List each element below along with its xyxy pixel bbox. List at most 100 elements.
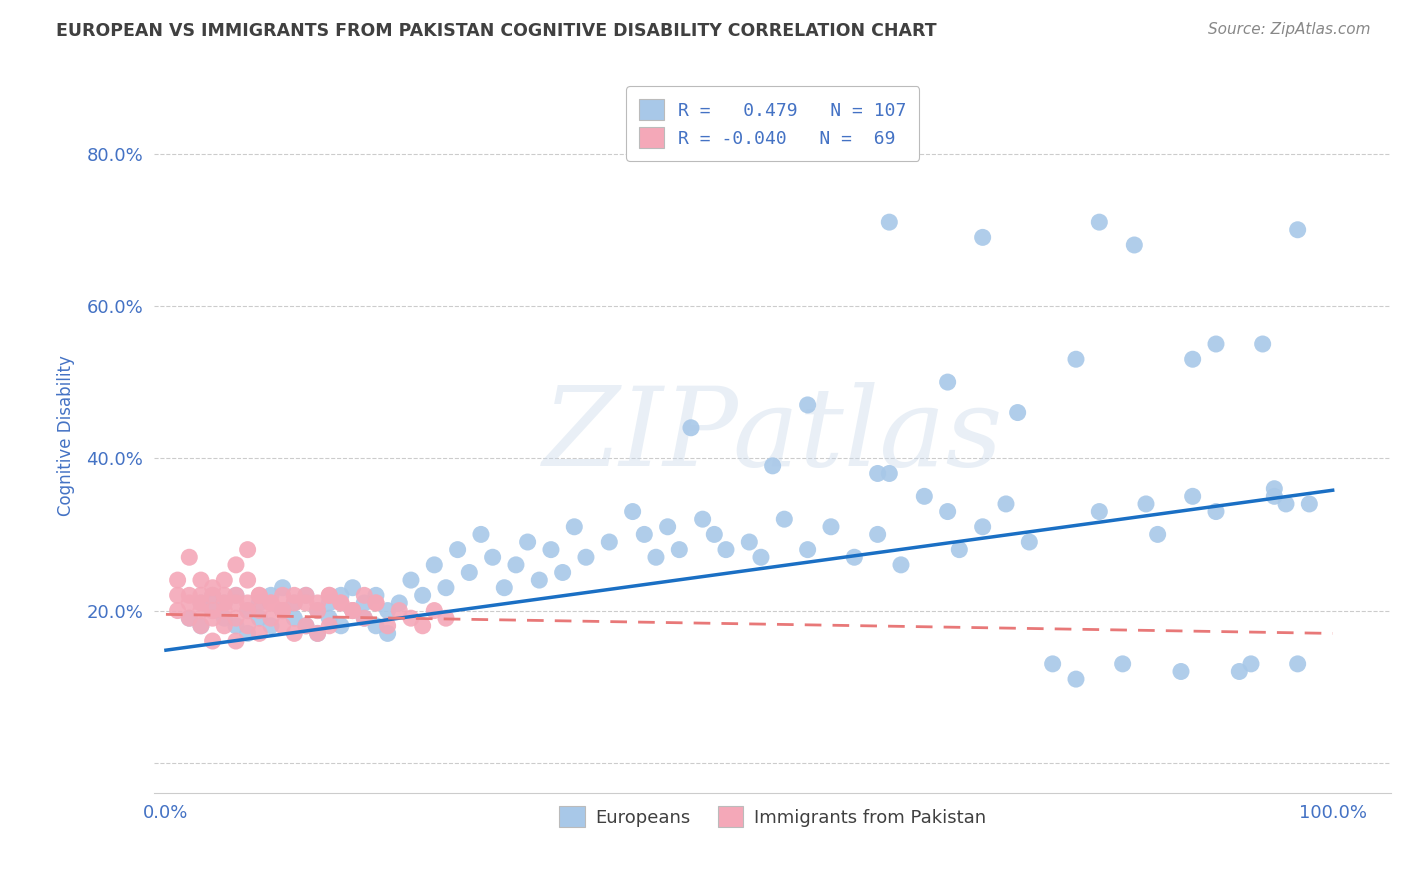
Point (399, 573, 422, 587)
Point (738, 535, 761, 549)
Point (1135, 497, 1157, 511)
Point (388, 603, 411, 617)
Point (575, 550, 598, 565)
Point (214, 573, 236, 587)
Point (201, 611, 224, 625)
Point (505, 558, 527, 572)
Point (1123, 238, 1146, 252)
Point (1205, 504, 1227, 518)
Point (936, 504, 959, 518)
Point (271, 588, 294, 602)
Point (247, 603, 270, 617)
Point (201, 634, 224, 648)
Point (714, 542, 737, 557)
Point (295, 596, 318, 610)
Point (190, 596, 212, 610)
Text: ZIPatlas: ZIPatlas (543, 382, 1002, 489)
Point (329, 588, 352, 602)
Point (166, 588, 188, 602)
Point (190, 596, 212, 610)
Point (1088, 215, 1111, 229)
Point (1088, 504, 1111, 518)
Point (271, 603, 294, 617)
Point (260, 611, 283, 625)
Point (423, 603, 446, 617)
Point (201, 603, 224, 617)
Point (1263, 482, 1285, 496)
Point (377, 619, 399, 633)
Point (260, 619, 283, 633)
Point (271, 581, 294, 595)
Point (621, 504, 644, 518)
Point (214, 611, 236, 625)
Point (1181, 489, 1204, 503)
Point (283, 588, 305, 602)
Point (446, 542, 468, 557)
Point (353, 596, 375, 610)
Point (866, 527, 889, 541)
Point (1286, 657, 1309, 671)
Point (214, 588, 236, 602)
Point (1205, 337, 1227, 351)
Point (260, 596, 283, 610)
Point (236, 626, 259, 640)
Point (318, 611, 340, 625)
Point (179, 611, 201, 625)
Point (342, 581, 364, 595)
Point (318, 588, 340, 602)
Point (295, 588, 318, 602)
Point (796, 398, 818, 412)
Point (307, 626, 329, 640)
Point (1286, 223, 1309, 237)
Point (434, 581, 457, 595)
Point (692, 512, 714, 526)
Point (342, 603, 364, 617)
Point (353, 611, 375, 625)
Point (866, 467, 889, 481)
Point (190, 619, 212, 633)
Point (329, 596, 352, 610)
Point (412, 619, 434, 633)
Point (423, 558, 446, 572)
Point (912, 489, 935, 503)
Point (399, 611, 422, 625)
Point (225, 596, 247, 610)
Point (458, 566, 481, 580)
Point (879, 215, 901, 229)
Point (529, 573, 551, 587)
Point (1275, 497, 1298, 511)
Point (283, 596, 305, 610)
Point (1111, 657, 1133, 671)
Text: EUROPEAN VS IMMIGRANTS FROM PAKISTAN COGNITIVE DISABILITY CORRELATION CHART: EUROPEAN VS IMMIGRANTS FROM PAKISTAN COG… (56, 22, 936, 40)
Point (283, 611, 305, 625)
Point (329, 619, 352, 633)
Point (703, 527, 725, 541)
Point (236, 542, 259, 557)
Point (295, 619, 318, 633)
Point (271, 603, 294, 617)
Point (796, 542, 818, 557)
Point (307, 603, 329, 617)
Point (1018, 535, 1040, 549)
Point (1007, 405, 1029, 419)
Point (190, 588, 212, 602)
Point (307, 596, 329, 610)
Point (247, 588, 270, 602)
Point (434, 611, 457, 625)
Point (948, 542, 970, 557)
Point (247, 596, 270, 610)
Point (633, 527, 655, 541)
Point (820, 520, 842, 534)
Point (318, 596, 340, 610)
Point (1064, 352, 1087, 367)
Point (295, 619, 318, 633)
Point (762, 458, 785, 473)
Point (890, 558, 912, 572)
Point (364, 596, 387, 610)
Y-axis label: Cognitive Disability: Cognitive Disability (58, 355, 75, 516)
Point (494, 581, 516, 595)
Point (377, 603, 399, 617)
Point (598, 535, 620, 549)
Point (236, 603, 259, 617)
Point (225, 588, 247, 602)
